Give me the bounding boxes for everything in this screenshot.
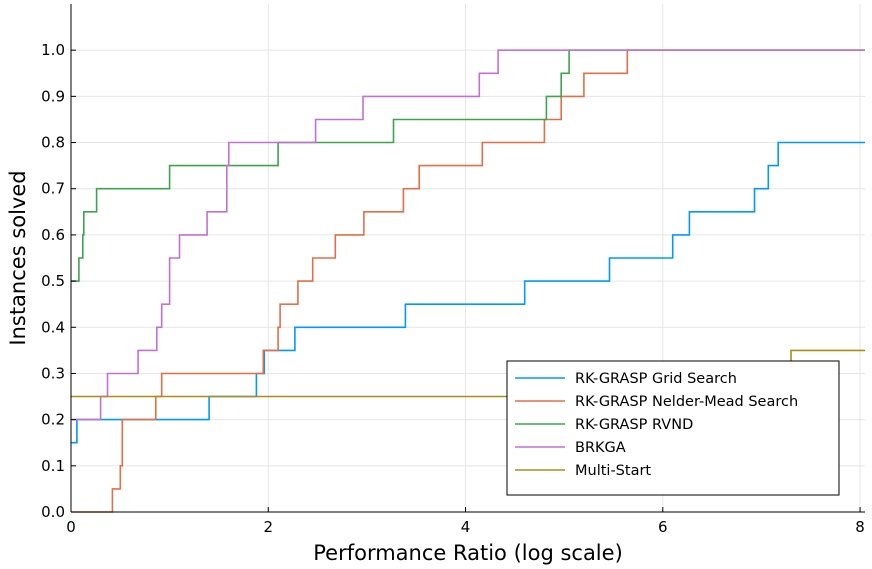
x-tick-label: 4: [461, 518, 471, 536]
legend-label: RK-GRASP Grid Search: [575, 371, 737, 387]
y-tick-label: 0.9: [41, 87, 65, 105]
legend-box: [506, 360, 840, 496]
legend-label: RK-GRASP RVND: [575, 417, 693, 433]
x-tick-label: 0: [66, 518, 76, 536]
y-tick-label: 0.6: [41, 226, 65, 244]
y-tick-label: 0.4: [41, 318, 65, 336]
y-tick-label: 0.7: [41, 180, 65, 198]
y-axis-label: Instances solved: [6, 170, 30, 345]
axes: [70, 4, 865, 513]
y-tick-label: 0.8: [41, 134, 65, 152]
x-tick-label: 6: [658, 518, 668, 536]
tick-labels: 0 2 4 6 8 0.0 0.1 0.2 0.3 0.4 0.5 0.6 0.7 0.8 0.9 1.0: [41, 41, 865, 536]
series-line-rk-grasp-rvnd: [71, 49, 865, 282]
y-tick-label: 1.0: [41, 41, 65, 59]
series-line-brkga: [71, 49, 865, 421]
legend-label: BRKGA: [575, 440, 626, 456]
x-tick-label: 8: [855, 518, 865, 536]
y-tick-label: 0.0: [41, 503, 65, 521]
y-tick-label: 0.5: [41, 272, 65, 290]
y-tick-label: 0.3: [41, 364, 65, 382]
legend: RK-GRASP Grid Search RK-GRASP Nelder-Mead…: [506, 360, 840, 496]
y-tick-label: 0.1: [41, 457, 65, 475]
legend-label: RK-GRASP Nelder-Mead Search: [575, 394, 798, 410]
legend-label: Multi-Start: [575, 463, 651, 479]
y-tick-label: 0.2: [41, 411, 65, 429]
x-axis-label: Performance Ratio (log scale): [313, 541, 623, 565]
x-tick-label: 2: [263, 518, 273, 536]
series-line-rk-grasp-nelder-mead-search: [71, 49, 865, 513]
